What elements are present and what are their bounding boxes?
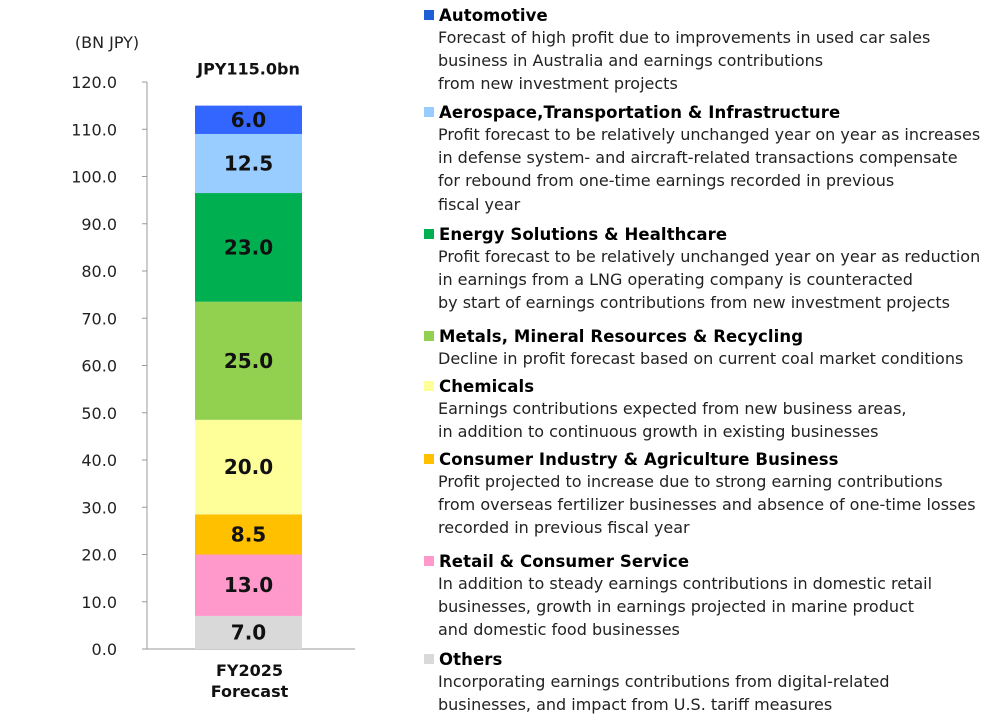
legend-swatch	[424, 107, 434, 117]
bar-layer	[195, 105, 302, 649]
legend-description-line: businesses, and impact from U.S. tariff …	[438, 695, 833, 715]
legend-description: Profit projected to increase due to stro…	[438, 470, 1000, 540]
legend-description-line: for rebound from one-time earnings recor…	[438, 171, 895, 191]
y-tick-label: 0.0	[92, 640, 117, 659]
legend-description-line: Incorporating earnings contributions fro…	[438, 672, 890, 691]
y-tick-label: 110.0	[71, 120, 117, 139]
legend-entry: Consumer Industry & Agriculture Business…	[424, 448, 1000, 540]
data-label: 7.0	[231, 620, 266, 644]
legend-entry: Retail & Consumer Service In addition to …	[424, 550, 1000, 642]
legend-title: Consumer Industry & Agriculture Business	[439, 449, 839, 469]
legend-description-line: In addition to steady earnings contribut…	[438, 574, 933, 593]
legend-entry: Aerospace,Transportation & Infrastructur…	[424, 101, 1000, 216]
total-label: JPY115.0bn	[196, 60, 300, 79]
legend-description: Profit forecast to be relatively unchang…	[438, 245, 1000, 315]
legend-entry-header: Retail & Consumer Service	[424, 550, 1000, 572]
y-tick-label: 30.0	[81, 498, 117, 517]
legend-title: Retail & Consumer Service	[439, 551, 690, 571]
data-label: 23.0	[224, 235, 273, 259]
legend-entry-header: Others	[424, 648, 1000, 670]
legend-description-line: Profit forecast to be relatively unchang…	[438, 247, 981, 266]
legend-swatch	[424, 10, 434, 20]
legend-swatch	[424, 556, 434, 566]
legend-description-line: from overseas fertilizer businesses and …	[438, 495, 976, 515]
x-category-label: FY2025	[216, 661, 283, 680]
y-tick-label: 100.0	[71, 168, 117, 187]
y-unit-label: (BN JPY)	[75, 33, 139, 52]
legend-description: Forecast of high profit due to improveme…	[438, 26, 1000, 96]
bar-segment	[195, 301, 302, 420]
legend-entry: Others Incorporating earnings contributio…	[424, 648, 1000, 716]
data-label: 25.0	[224, 349, 273, 373]
bar-segment	[195, 615, 302, 649]
data-label: 13.0	[224, 573, 273, 597]
legend-description-line: fiscal year	[438, 194, 521, 214]
legend-title: Others	[439, 649, 503, 669]
legend-description-line: Forecast of high profit due to improveme…	[438, 28, 931, 47]
y-tick-label: 50.0	[81, 404, 117, 423]
data-label: 6.0	[231, 108, 266, 132]
axis-layer	[142, 81, 355, 650]
data-label: 8.5	[231, 522, 266, 546]
legend-description-line: Profit forecast to be relatively unchang…	[438, 125, 981, 144]
legend-title: Aerospace,Transportation & Infrastructur…	[439, 102, 841, 122]
legend-description-line: from new investment projects	[438, 74, 678, 94]
legend-description-line: and domestic food businesses	[438, 620, 680, 640]
y-tick-label: 40.0	[81, 451, 117, 470]
bar-segment	[195, 133, 302, 194]
legend-description-line: Earnings contributions expected from new…	[438, 399, 907, 418]
legend-description: Incorporating earnings contributions fro…	[438, 670, 1000, 716]
stacked-bar-chart: 0.0 10.0 20.0 30.0 40.0 50.0 60.0 70.0 80.0 90.0 1…	[71, 33, 355, 701]
legend-entry-header: Consumer Industry & Agriculture Business	[424, 448, 1000, 470]
legend-entry-header: Chemicals	[424, 375, 1000, 397]
legend-swatch	[424, 331, 434, 341]
legend-swatch	[424, 654, 434, 664]
legend-description-line: in earnings from a LNG operating company…	[438, 270, 913, 290]
legend-swatch	[424, 229, 434, 239]
legend-title: Automotive	[439, 5, 548, 25]
y-tick-label: 60.0	[81, 357, 117, 376]
legend-description-line: Decline in profit forecast based on curr…	[438, 349, 964, 368]
bar-segment	[195, 554, 302, 616]
legend-entry-header: Metals, Mineral Resources & Recycling	[424, 325, 1000, 347]
legend-swatch	[424, 454, 434, 464]
legend-entry-header: Aerospace,Transportation & Infrastructur…	[424, 101, 1000, 123]
legend-description-line: by start of earnings contributions from …	[438, 293, 950, 313]
y-tick-label: 10.0	[81, 593, 117, 612]
legend-entry: Energy Solutions & Healthcare Profit fore…	[424, 223, 1000, 315]
legend-entry: Metals, Mineral Resources & Recycling Dec…	[424, 325, 1000, 370]
legend-title: Metals, Mineral Resources & Recycling	[439, 326, 804, 346]
legend-entry: Automotive Forecast of high profit due to…	[424, 4, 1000, 96]
bar-segment	[195, 419, 302, 515]
legend-entry-header: Energy Solutions & Healthcare	[424, 223, 1000, 245]
bar-segment	[195, 193, 302, 302]
legend-title: Chemicals	[439, 376, 535, 396]
legend-description-line: recorded in previous fiscal year	[438, 518, 690, 538]
y-tick-label: 20.0	[81, 546, 117, 565]
legend-description: Decline in profit forecast based on curr…	[438, 347, 1000, 370]
y-tick-label: 70.0	[81, 309, 117, 328]
legend-entry-header: Automotive	[424, 4, 1000, 26]
bar-segment	[195, 105, 302, 134]
x-category-label: Forecast	[211, 682, 289, 701]
y-tick-label: 90.0	[81, 215, 117, 234]
legend-swatch	[424, 381, 434, 391]
y-tick-label: 80.0	[81, 262, 117, 281]
legend-description-line: in defense system- and aircraft-related …	[438, 148, 958, 168]
bar-segment	[195, 514, 302, 555]
legend-description-line: businesses, growth in earnings projected…	[438, 597, 915, 617]
legend-description: Earnings contributions expected from new…	[438, 397, 1000, 443]
legend-entry: Chemicals Earnings contributions expected…	[424, 375, 1000, 443]
legend-description-line: in addition to continuous growth in exis…	[438, 422, 879, 442]
text-layer: 0.0 10.0 20.0 30.0 40.0 50.0 60.0 70.0 80.0 90.0 1…	[71, 33, 300, 701]
legend-description: In addition to steady earnings contribut…	[438, 572, 1000, 642]
data-label: 20.0	[224, 455, 273, 479]
legend-title: Energy Solutions & Healthcare	[439, 224, 728, 244]
legend-description-line: business in Australia and earnings contr…	[438, 51, 824, 71]
legend-description-line: Profit projected to increase due to stro…	[438, 472, 943, 491]
data-label: 12.5	[224, 152, 273, 176]
legend-description: Profit forecast to be relatively unchang…	[438, 123, 1000, 216]
y-tick-label: 120.0	[71, 73, 117, 92]
